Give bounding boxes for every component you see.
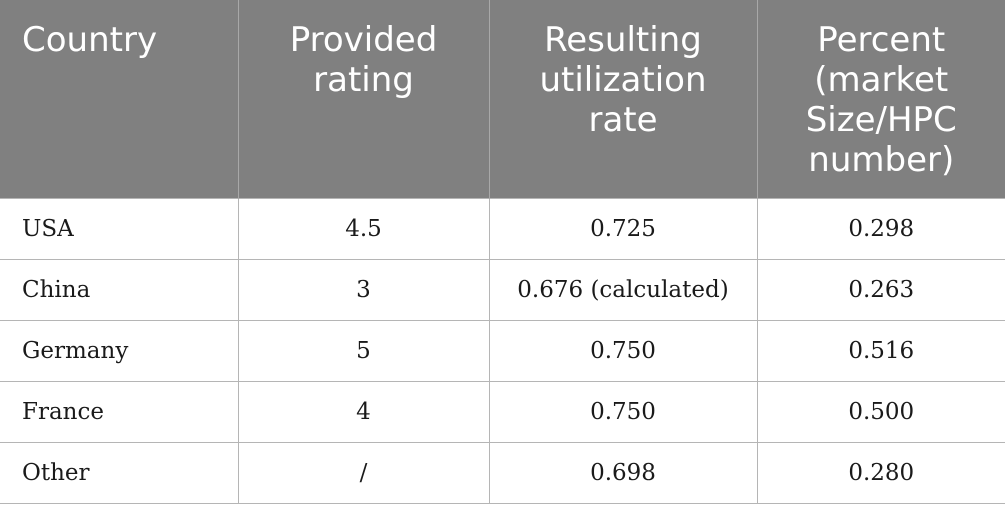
cell-percent: 0.516 (756, 319, 1005, 382)
table-header: Country Provided rating Resulting utiliz… (0, 0, 1005, 198)
table-row: China 3 0.676 (calculated) 0.263 (0, 258, 1005, 321)
cell-utilization-rate: 0.676 (calculated) (488, 258, 758, 321)
cell-utilization-rate: 0.750 (488, 380, 758, 443)
cell-country: Germany (0, 319, 239, 382)
header-line: Percent (817, 20, 946, 60)
cell-country: Other (0, 441, 239, 504)
cell-provided-rating: 3 (237, 258, 490, 321)
table-body: USA 4.5 0.725 0.298 China 3 0.676 (calcu… (0, 197, 1005, 504)
header-line: (market (814, 60, 949, 100)
header-resulting-utilization-rate: Resulting utilization rate (488, 0, 758, 198)
cell-country: USA (0, 197, 239, 260)
header-line: number) (808, 140, 955, 180)
header-line: Provided (289, 20, 438, 60)
cell-provided-rating: 4 (237, 380, 490, 443)
header-line: rating (313, 60, 414, 100)
cell-provided-rating: 5 (237, 319, 490, 382)
header-line: rate (588, 100, 658, 140)
cell-provided-rating: 4.5 (237, 197, 490, 260)
cell-percent: 0.280 (756, 441, 1005, 504)
table-row: France 4 0.750 0.500 (0, 380, 1005, 443)
cell-percent: 0.263 (756, 258, 1005, 321)
cell-percent: 0.500 (756, 380, 1005, 443)
cell-utilization-rate: 0.698 (488, 441, 758, 504)
header-line: Resulting (544, 20, 702, 60)
data-table: Country Provided rating Resulting utiliz… (0, 0, 1005, 504)
table-row: Other / 0.698 0.280 (0, 441, 1005, 504)
cell-utilization-rate: 0.750 (488, 319, 758, 382)
header-percent: Percent (market Size/HPC number) (756, 0, 1005, 198)
cell-utilization-rate: 0.725 (488, 197, 758, 260)
header-row: Country Provided rating Resulting utiliz… (0, 0, 1005, 198)
header-provided-rating: Provided rating (237, 0, 490, 198)
table-row: USA 4.5 0.725 0.298 (0, 197, 1005, 260)
header-line: utilization (539, 60, 707, 100)
cell-country: China (0, 258, 239, 321)
header-line: Country (22, 20, 158, 60)
cell-percent: 0.298 (756, 197, 1005, 260)
cell-provided-rating: / (237, 441, 490, 504)
cell-country: France (0, 380, 239, 443)
header-line: Size/HPC (805, 100, 957, 140)
header-country: Country (0, 0, 239, 198)
table-row: Germany 5 0.750 0.516 (0, 319, 1005, 382)
